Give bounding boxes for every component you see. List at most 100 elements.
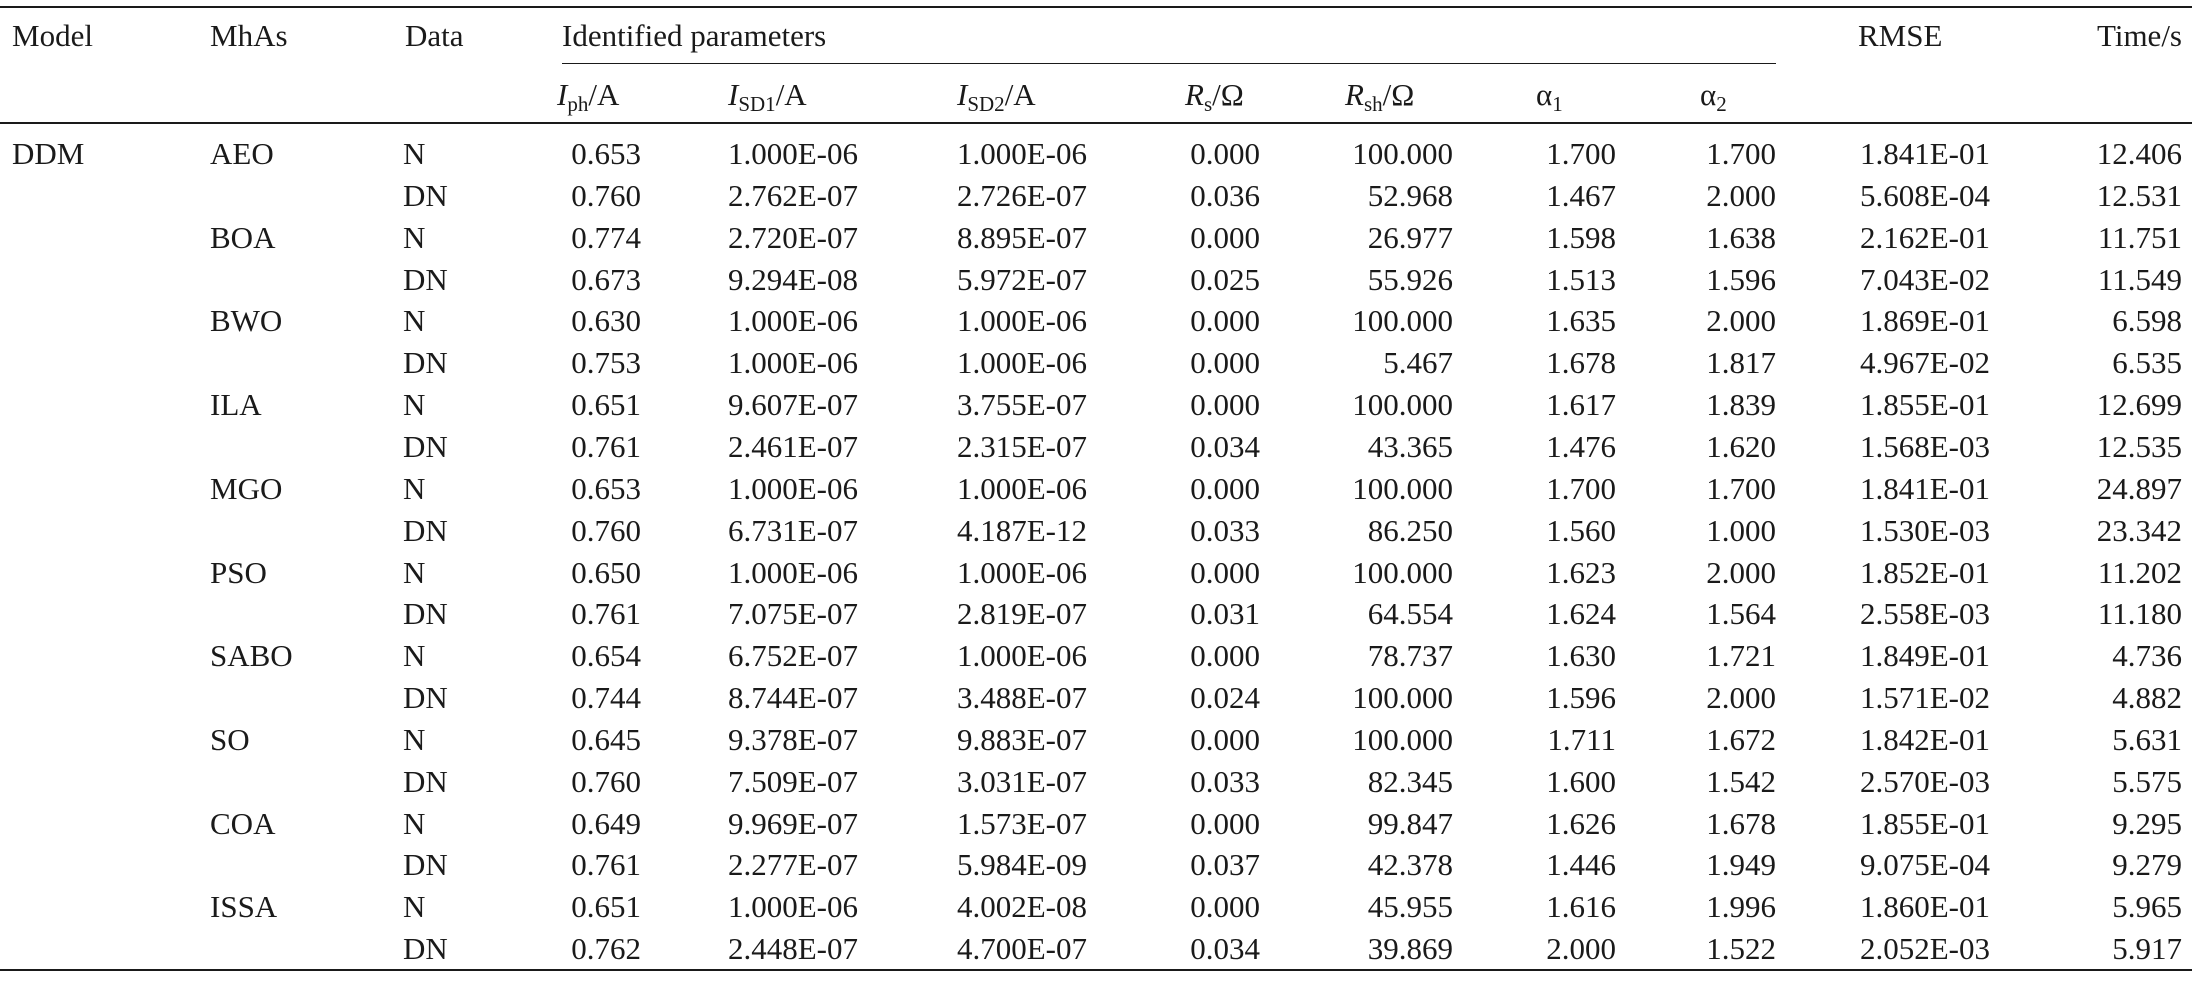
cell-rs: 0.000 [1190, 889, 1260, 924]
cell-time: 12.531 [2096, 178, 2182, 213]
cell-isd1: 9.294E-08 [728, 262, 859, 297]
cell-rmse: 7.043E-02 [1860, 262, 1991, 297]
cell-rs: 0.025 [1190, 262, 1260, 297]
cell-isd2: 3.755E-07 [957, 387, 1088, 422]
cell-isd2: 2.726E-07 [957, 178, 1088, 213]
cell-rs: 0.037 [1190, 847, 1260, 882]
cell-rmse: 1.852E-01 [1860, 555, 1991, 590]
cell-rs: 0.034 [1190, 931, 1260, 966]
mha-name: AEO [210, 136, 274, 171]
cell-iph: 0.760 [571, 178, 641, 213]
cell-a2: 2.000 [1706, 303, 1776, 338]
cell-isd1: 2.720E-07 [728, 220, 859, 255]
cell-isd2: 1.573E-07 [957, 806, 1088, 841]
cell-data: DN [403, 764, 448, 799]
cell-time: 23.342 [2096, 513, 2182, 548]
cell-a2: 2.000 [1706, 555, 1776, 590]
cell-isd2: 8.895E-07 [957, 220, 1088, 255]
cell-time: 4.736 [2112, 638, 2182, 673]
cell-iph: 0.760 [571, 513, 641, 548]
cell-time: 6.535 [2112, 345, 2182, 380]
cell-a2: 1.542 [1706, 764, 1776, 799]
cell-rmse: 2.162E-01 [1860, 220, 1991, 255]
cell-isd2: 2.315E-07 [957, 429, 1088, 464]
cell-isd1: 9.607E-07 [728, 387, 859, 422]
top-rule [0, 6, 2192, 8]
cell-a2: 1.638 [1706, 220, 1776, 255]
cell-rs: 0.000 [1190, 638, 1260, 673]
cell-rmse: 2.558E-03 [1860, 596, 1991, 631]
cell-iph: 0.654 [571, 638, 641, 673]
cell-time: 5.631 [2112, 722, 2182, 757]
cell-time: 12.406 [2096, 136, 2182, 171]
cell-rmse: 1.860E-01 [1860, 889, 1991, 924]
cell-data: DN [403, 345, 448, 380]
cell-a2: 1.700 [1706, 136, 1776, 171]
cell-time: 9.295 [2112, 806, 2182, 841]
mha-name: ILA [210, 387, 262, 422]
cell-rmse: 1.855E-01 [1860, 387, 1991, 422]
cell-rmse: 4.967E-02 [1860, 345, 1991, 380]
cell-rmse: 1.530E-03 [1860, 513, 1991, 548]
cell-time: 11.202 [2097, 555, 2182, 590]
cell-iph: 0.761 [571, 429, 641, 464]
cell-rmse: 1.841E-01 [1860, 136, 1991, 171]
cell-time: 5.917 [2112, 931, 2182, 966]
cell-iph: 0.649 [571, 806, 641, 841]
cell-data: DN [403, 847, 448, 882]
cell-rsh: 64.554 [1367, 596, 1453, 631]
cell-a1: 1.560 [1546, 513, 1616, 548]
cell-a2: 1.564 [1706, 596, 1776, 631]
cell-rmse: 2.570E-03 [1860, 764, 1991, 799]
cell-rmse: 1.841E-01 [1860, 471, 1991, 506]
identified-parameters-rule [562, 63, 1776, 64]
cell-rmse: 1.842E-01 [1860, 722, 1991, 757]
cell-rsh: 86.250 [1367, 513, 1453, 548]
header-bottom-rule [0, 122, 2192, 124]
cell-isd1: 9.378E-07 [728, 722, 859, 757]
cell-rmse: 1.869E-01 [1860, 303, 1991, 338]
header-mhas: MhAs [210, 18, 288, 53]
cell-a2: 2.000 [1706, 680, 1776, 715]
cell-isd1: 1.000E-06 [728, 303, 859, 338]
cell-rsh: 26.977 [1367, 220, 1453, 255]
cell-iph: 0.673 [571, 262, 641, 297]
cell-rs: 0.000 [1190, 345, 1260, 380]
cell-iph: 0.653 [571, 471, 641, 506]
header-identified-parameters: Identified parameters [562, 18, 827, 53]
cell-data: N [403, 303, 426, 338]
cell-rmse: 1.849E-01 [1860, 638, 1991, 673]
cell-time: 6.598 [2112, 303, 2182, 338]
cell-rsh: 100.000 [1352, 471, 1453, 506]
cell-a1: 1.624 [1546, 596, 1616, 631]
cell-isd1: 1.000E-06 [728, 889, 859, 924]
cell-a2: 1.522 [1706, 931, 1776, 966]
cell-rsh: 82.345 [1367, 764, 1453, 799]
cell-data: DN [403, 596, 448, 631]
cell-data: DN [403, 931, 448, 966]
cell-a2: 2.000 [1706, 178, 1776, 213]
cell-a1: 1.630 [1546, 638, 1616, 673]
cell-isd2: 4.187E-12 [957, 513, 1088, 548]
cell-rsh: 100.000 [1352, 387, 1453, 422]
cell-a1: 1.626 [1546, 806, 1616, 841]
cell-time: 4.882 [2112, 680, 2182, 715]
mha-name: BWO [210, 303, 283, 338]
cell-time: 11.549 [2097, 262, 2182, 297]
cell-rs: 0.000 [1190, 471, 1260, 506]
cell-isd1: 6.731E-07 [728, 513, 859, 548]
cell-rmse: 1.568E-03 [1860, 429, 1991, 464]
cell-data: N [403, 638, 426, 673]
cell-a1: 1.467 [1546, 178, 1616, 213]
header-rs: Rs/Ω [1185, 77, 1244, 116]
cell-isd2: 1.000E-06 [957, 638, 1088, 673]
cell-rsh: 100.000 [1352, 136, 1453, 171]
cell-isd2: 4.700E-07 [957, 931, 1088, 966]
cell-data: N [403, 555, 426, 590]
cell-rmse: 1.571E-02 [1860, 680, 1991, 715]
cell-a1: 1.596 [1546, 680, 1616, 715]
cell-isd2: 4.002E-08 [957, 889, 1088, 924]
cell-a1: 1.617 [1546, 387, 1616, 422]
cell-iph: 0.753 [571, 345, 641, 380]
cell-iph: 0.651 [571, 889, 641, 924]
